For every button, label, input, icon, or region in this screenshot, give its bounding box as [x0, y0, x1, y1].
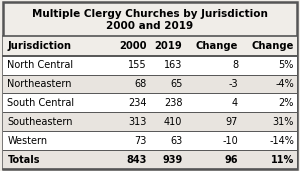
Text: 97: 97 — [226, 117, 238, 127]
Bar — [3, 56, 297, 75]
Bar — [3, 150, 297, 169]
Text: 155: 155 — [128, 60, 147, 70]
Text: Multiple Clergy Churches by Jurisdiction: Multiple Clergy Churches by Jurisdiction — [32, 9, 268, 19]
Text: Totals: Totals — [8, 155, 40, 165]
Text: 68: 68 — [135, 79, 147, 89]
Text: 2%: 2% — [279, 98, 294, 108]
Text: Change: Change — [196, 41, 238, 51]
Bar — [3, 94, 297, 113]
Text: -10: -10 — [222, 136, 238, 146]
Text: 8: 8 — [232, 60, 238, 70]
Text: -3: -3 — [229, 79, 238, 89]
Text: South Central: South Central — [8, 98, 75, 108]
Text: Jurisdiction: Jurisdiction — [8, 41, 71, 51]
Text: 843: 843 — [127, 155, 147, 165]
Text: 2019: 2019 — [154, 41, 182, 51]
Text: Western: Western — [8, 136, 48, 146]
Text: 73: 73 — [135, 136, 147, 146]
Text: 2000 and 2019: 2000 and 2019 — [106, 21, 194, 31]
Text: 11%: 11% — [271, 155, 294, 165]
Bar — [3, 113, 297, 131]
Text: 31%: 31% — [273, 117, 294, 127]
Bar — [3, 75, 297, 94]
Text: 65: 65 — [170, 79, 182, 89]
Bar — [3, 36, 297, 56]
Bar — [3, 131, 297, 150]
Text: 4: 4 — [232, 98, 238, 108]
Text: 96: 96 — [225, 155, 238, 165]
Text: -14%: -14% — [269, 136, 294, 146]
Text: -4%: -4% — [275, 79, 294, 89]
Text: 939: 939 — [162, 155, 182, 165]
Text: 163: 163 — [164, 60, 182, 70]
Text: 238: 238 — [164, 98, 182, 108]
Text: 410: 410 — [164, 117, 182, 127]
Text: 234: 234 — [128, 98, 147, 108]
Text: Northeastern: Northeastern — [8, 79, 72, 89]
Text: North Central: North Central — [8, 60, 74, 70]
Text: 2000: 2000 — [119, 41, 147, 51]
Text: 63: 63 — [170, 136, 182, 146]
Text: Change: Change — [252, 41, 294, 51]
Text: 313: 313 — [129, 117, 147, 127]
Text: 5%: 5% — [279, 60, 294, 70]
Text: Southeastern: Southeastern — [8, 117, 73, 127]
